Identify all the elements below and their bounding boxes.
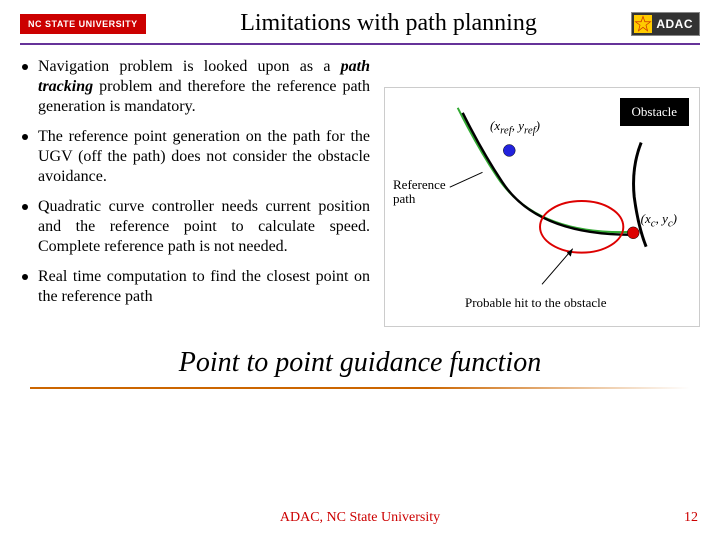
ncstate-badge: NC STATE UNIVERSITY: [20, 14, 146, 34]
subtitle-rule: [30, 387, 690, 389]
ref-lead-line: [450, 172, 483, 187]
star-icon: [634, 15, 652, 33]
content-area: Navigation problem is looked upon as a p…: [0, 45, 720, 327]
bullet-item: Navigation problem is looked upon as a p…: [20, 57, 370, 117]
bullet-item: Real time computation to find the closes…: [20, 267, 370, 307]
slide-header: NC STATE UNIVERSITY Limitations with pat…: [0, 0, 720, 37]
blue-dot: [503, 145, 515, 157]
highlight-ellipse: [540, 201, 623, 253]
adac-logo: ADAC: [631, 12, 700, 36]
curve-svg: [385, 88, 699, 326]
page-number: 12: [684, 510, 698, 526]
arrow-line: [542, 249, 573, 285]
bullet-item: The reference point generation on the pa…: [20, 127, 370, 187]
path-diagram: Obstacle Reference path (xref, yref) (xc…: [384, 87, 700, 327]
footer-text: ADAC, NC State University: [0, 510, 720, 526]
bullet-item: Quadratic curve controller needs current…: [20, 197, 370, 257]
red-dot: [627, 227, 639, 239]
black-path: [463, 113, 632, 235]
subtitle: Point to point guidance function: [0, 347, 720, 379]
adac-text: ADAC: [656, 17, 693, 31]
bullet-list: Navigation problem is looked upon as a p…: [20, 57, 370, 327]
slide-title: Limitations with path planning: [146, 10, 632, 37]
